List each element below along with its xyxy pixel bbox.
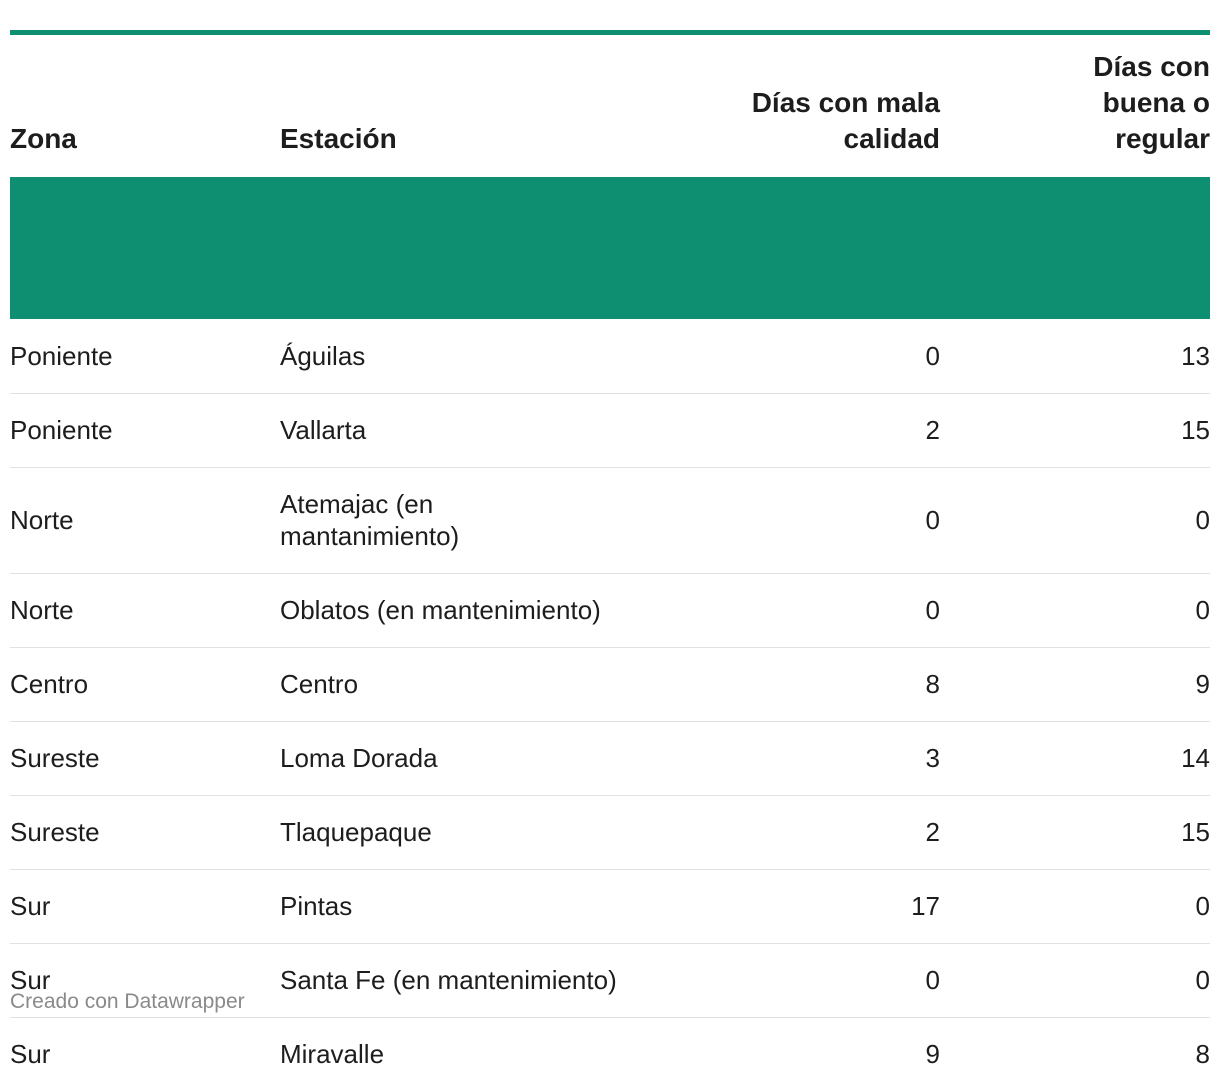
cell-buena-regular: 0 [1195,891,1210,921]
cell-buena-regular: 15 [1181,817,1210,847]
cell-estacion: Tlaquepaque [280,817,432,847]
cell-estacion: Atemajac (en mantanimiento) [280,489,460,551]
table-row: Poniente Águilas 0 13 [10,319,1210,393]
table-row: Centro Centro 8 9 [10,647,1210,721]
table-row: Sur Pintas 17 0 [10,869,1210,943]
column-header-mala-label: Días con mala calidad [751,87,940,154]
cell-estacion: Pintas [280,891,353,921]
table-row: Norte Oblatos (en mantenimiento) 0 0 [10,573,1210,647]
cell-buena-regular: 0 [1195,595,1210,625]
cell-buena-regular: 15 [1181,415,1210,445]
cell-mala-calidad: 0 [925,340,940,371]
table-header: Zona Estación Días con mala calidad Días… [10,35,1210,319]
footer-credit: Creado con Datawrapper [10,990,245,1013]
table-row: Poniente Vallarta 2 15 [10,393,1210,467]
column-header-buena[interactable]: Días con buena o regular [940,35,1210,177]
column-header-mala[interactable]: Días con mala calidad [640,35,940,177]
cell-mala-calidad: 0 [925,505,940,535]
cell-estacion: Miravalle [280,1039,385,1070]
table-row: Sur Miravalle 9 8 [10,1017,1210,1091]
cell-mala-calidad: 2 [925,817,940,847]
cell-zona: Norte [10,505,74,535]
column-header-estacion[interactable]: Estación [280,123,397,154]
cell-estacion: Oblatos (en mantenimiento) [280,595,601,625]
top-accent-rule [10,30,1210,35]
cell-estacion: Loma Dorada [280,743,438,773]
cell-mala-calidad: 3 [925,743,940,773]
cell-buena-regular: 9 [1195,669,1210,699]
cell-mala-calidad: 8 [925,669,940,699]
cell-zona: Sur [10,891,51,921]
cell-mala-calidad: 17 [911,891,940,921]
cell-buena-regular: 0 [1195,965,1210,995]
data-table: Zona Estación Días con mala calidad Días… [10,35,1210,1091]
table-row: Sureste Tlaquepaque 2 15 [10,795,1210,869]
table-row: Norte Atemajac (en mantanimiento) 0 0 [10,467,1210,573]
cell-estacion: Águilas [280,340,366,371]
cell-buena-regular: 13 [1181,340,1210,371]
cell-buena-regular: 0 [1195,505,1210,535]
table-row: Sur Santa Fe (en mantenimiento) 0 0 [10,943,1210,1017]
cell-zona: Sureste [10,743,100,773]
table-row: Sureste Loma Dorada 3 14 [10,721,1210,795]
cell-buena-regular: 8 [1195,1039,1210,1070]
cell-mala-calidad: 0 [925,595,940,625]
data-table-container: Zona Estación Días con mala calidad Días… [10,30,1210,1091]
cell-buena-regular: 14 [1181,743,1210,773]
cell-estacion: Centro [280,669,359,699]
table-body: Poniente Águilas 0 13 Poniente Vallarta 2 15 Nor… [10,319,1210,1091]
cell-mala-calidad: 2 [925,415,940,445]
cell-estacion: Vallarta [280,415,367,445]
cell-mala-calidad: 0 [925,965,940,995]
cell-zona: Norte [10,595,74,625]
cell-zona: Poniente [10,340,113,371]
cell-zona: Sur [10,965,51,995]
column-header-buena-label: Días con buena o regular [1093,51,1210,154]
cell-zona: Sureste [10,817,100,847]
cell-zona: Poniente [10,415,113,445]
cell-estacion: Santa Fe (en mantenimiento) [280,965,617,995]
cell-zona: Centro [10,669,89,699]
header-accent-rule [10,177,1210,319]
cell-zona: Sur [10,1039,51,1070]
column-header-zona[interactable]: Zona [10,123,77,154]
cell-mala-calidad: 9 [925,1039,940,1070]
